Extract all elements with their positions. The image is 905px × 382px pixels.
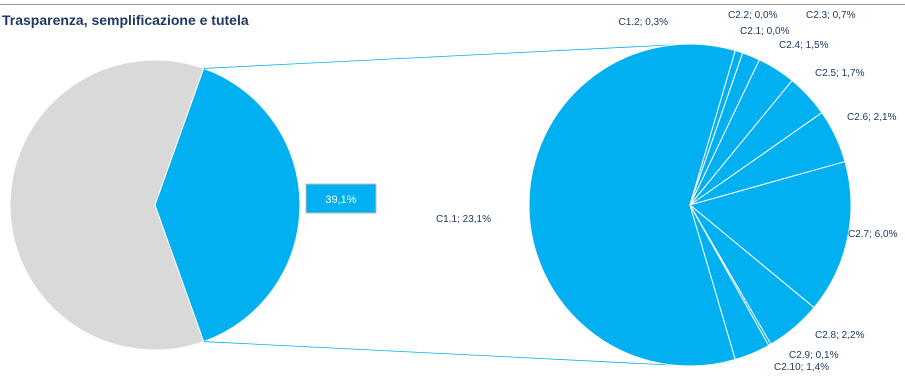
detail-slice-label: C2.3; 0,7% xyxy=(806,10,856,21)
detail-slice-label: C2.9; 0,1% xyxy=(789,350,839,361)
detail-slice-label: C2.2; 0,0% xyxy=(728,10,778,21)
connector-line-bottom xyxy=(203,341,691,367)
detail-slice-label: C2.6; 2,1% xyxy=(847,112,897,123)
detail-slice-label: C2.4; 1,5% xyxy=(779,40,829,51)
detail-slice-label: C2.1; 0,0% xyxy=(740,26,790,37)
main-pie-slice-rest xyxy=(9,59,205,351)
main-pie-slice-highlight xyxy=(154,67,301,343)
detail-pie-slice-1 xyxy=(528,43,736,367)
detail-slice-label: C2.5; 1,7% xyxy=(815,68,865,79)
top-border xyxy=(0,4,905,5)
detail-slice-label: C2.7; 6,0% xyxy=(848,229,898,240)
detail-slice-label: C2.8; 2,2% xyxy=(815,330,865,341)
chart-title: Trasparenza, semplificazione e tutela xyxy=(2,12,249,28)
detail-pie-slice-12 xyxy=(689,204,770,361)
detail-slice-label: C2.10; 1,4% xyxy=(774,362,829,373)
detail-slice-label: C1.2; 0,3% xyxy=(619,17,669,28)
highlight-value-label: 39,1% xyxy=(325,194,356,206)
highlight-value-box xyxy=(305,183,377,214)
detail-slice-label: C1.1; 23,1% xyxy=(436,214,491,225)
connector-line-top xyxy=(203,43,691,69)
detail-pie-slice-9 xyxy=(688,160,852,309)
